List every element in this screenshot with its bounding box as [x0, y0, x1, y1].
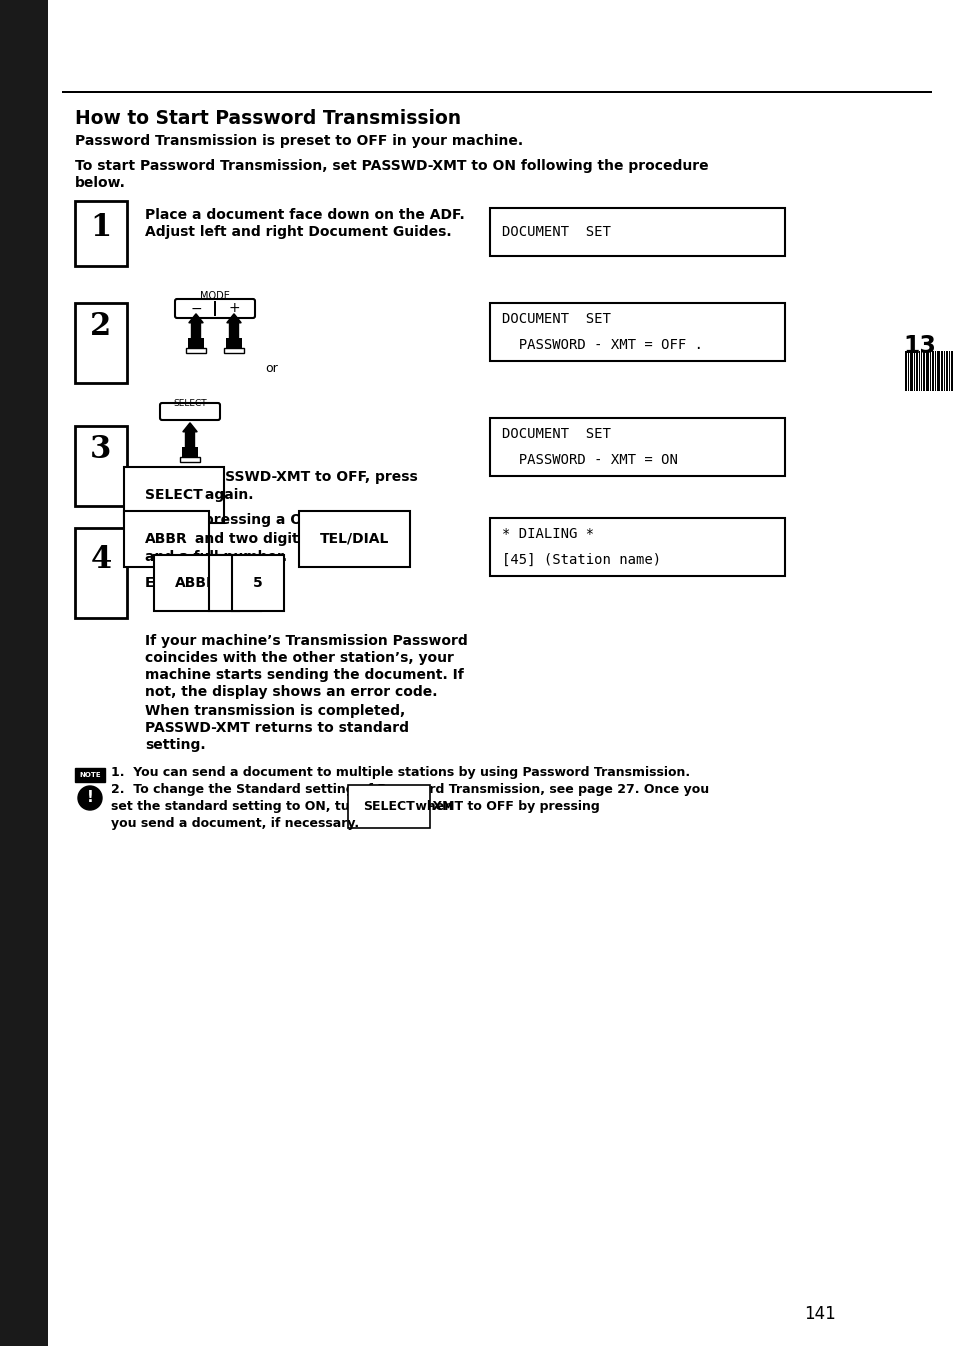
Polygon shape: [189, 314, 203, 339]
Polygon shape: [227, 314, 241, 339]
FancyBboxPatch shape: [174, 299, 254, 318]
Text: DOCUMENT  SET: DOCUMENT SET: [501, 312, 610, 326]
Text: NOTE: NOTE: [79, 773, 101, 778]
Bar: [75, 769, 105, 782]
Bar: [180, 458, 200, 463]
Text: you send a document, if necessary.: you send a document, if necessary.: [111, 817, 358, 830]
Text: SELECT: SELECT: [173, 400, 207, 408]
Text: setting.: setting.: [145, 738, 206, 752]
Bar: [909, 351, 912, 390]
Bar: [929, 351, 930, 390]
Text: and two digits, or: and two digits, or: [190, 532, 338, 546]
Text: 5: 5: [253, 576, 262, 590]
Bar: [75, 303, 127, 384]
Text: Dial by pressing a One-Touch key,: Dial by pressing a One-Touch key,: [145, 513, 406, 528]
Bar: [950, 351, 953, 390]
Bar: [226, 338, 242, 350]
Bar: [915, 351, 917, 390]
Text: TEL/DIAL: TEL/DIAL: [319, 532, 389, 546]
Text: SELECT: SELECT: [145, 489, 203, 502]
Bar: [213, 302, 215, 316]
Bar: [186, 349, 206, 354]
Bar: [0, 0, 48, 1346]
Text: machine starts sending the document. If: machine starts sending the document. If: [145, 668, 463, 682]
Text: or: or: [265, 362, 277, 376]
Text: 3: 3: [91, 435, 112, 466]
Bar: [940, 351, 942, 390]
Bar: [62, 90, 931, 93]
Text: [45] (Station name): [45] (Station name): [501, 553, 660, 567]
Bar: [936, 351, 939, 390]
Text: 4: 4: [230, 576, 239, 590]
Text: +: +: [228, 302, 239, 315]
Text: Place a document face down on the ADF.: Place a document face down on the ADF.: [145, 209, 464, 222]
Text: MODE: MODE: [200, 291, 230, 302]
Text: PASSWORD - XMT = OFF .: PASSWORD - XMT = OFF .: [501, 338, 702, 351]
Bar: [75, 201, 127, 267]
Bar: [75, 528, 127, 618]
Bar: [948, 351, 949, 390]
Bar: [918, 351, 919, 390]
Text: PASSWORD - XMT = ON: PASSWORD - XMT = ON: [501, 452, 678, 467]
Bar: [943, 351, 944, 390]
Text: and a full number.: and a full number.: [145, 551, 287, 564]
Bar: [75, 425, 127, 506]
Text: 141: 141: [803, 1306, 835, 1323]
Bar: [913, 351, 914, 390]
Text: set the standard setting to ON, turn PASSWD-XMT to OFF by pressing: set the standard setting to ON, turn PAS…: [111, 801, 603, 813]
Text: How to Start Password Transmission: How to Start Password Transmission: [75, 109, 460, 128]
Text: SELECT: SELECT: [363, 801, 415, 813]
Text: Ex:: Ex:: [145, 576, 173, 590]
Polygon shape: [183, 423, 197, 448]
Bar: [923, 351, 924, 390]
Bar: [490, 419, 784, 476]
FancyBboxPatch shape: [160, 402, 220, 420]
Text: DOCUMENT  SET: DOCUMENT SET: [501, 225, 610, 240]
Bar: [934, 351, 935, 390]
Text: 13: 13: [902, 334, 936, 358]
Text: 2.  To change the Standard setting of Password Transmission, see page 27. Once y: 2. To change the Standard setting of Pas…: [111, 783, 708, 797]
Text: 4: 4: [91, 544, 112, 575]
Text: when: when: [411, 801, 453, 813]
Text: ABBR: ABBR: [174, 576, 217, 590]
Text: ABBR: ABBR: [145, 532, 188, 546]
Bar: [490, 303, 784, 361]
Text: To start Password Transmission, set PASSWD-XMT to ON following the procedure: To start Password Transmission, set PASS…: [75, 159, 708, 174]
Text: !: !: [87, 790, 93, 805]
Bar: [182, 447, 198, 459]
Bar: [188, 338, 204, 350]
Bar: [907, 351, 908, 390]
Text: not, the display shows an error code.: not, the display shows an error code.: [145, 685, 437, 699]
Bar: [224, 349, 244, 354]
Text: PASSWD-XMT returns to standard: PASSWD-XMT returns to standard: [145, 721, 409, 735]
Text: below.: below.: [75, 176, 126, 190]
Circle shape: [78, 786, 102, 810]
Text: 2: 2: [91, 311, 112, 342]
Text: again.: again.: [200, 489, 253, 502]
Text: coincides with the other station’s, your: coincides with the other station’s, your: [145, 651, 454, 665]
Text: DOCUMENT  SET: DOCUMENT SET: [501, 427, 610, 441]
Text: Password Transmission is preset to OFF in your machine.: Password Transmission is preset to OFF i…: [75, 135, 522, 148]
Bar: [945, 351, 947, 390]
Text: 1.  You can send a document to multiple stations by using Password Transmission.: 1. You can send a document to multiple s…: [111, 766, 689, 779]
Bar: [904, 351, 906, 390]
Text: 1: 1: [91, 211, 112, 242]
Text: To turn PASSWD-XMT to OFF, press: To turn PASSWD-XMT to OFF, press: [145, 470, 417, 485]
Bar: [931, 351, 933, 390]
Bar: [925, 351, 928, 390]
Text: Adjust left and right Document Guides.: Adjust left and right Document Guides.: [145, 225, 451, 240]
Bar: [490, 518, 784, 576]
Text: When transmission is completed,: When transmission is completed,: [145, 704, 405, 717]
Bar: [490, 209, 784, 256]
Text: If your machine’s Transmission Password: If your machine’s Transmission Password: [145, 634, 467, 647]
Bar: [920, 351, 921, 390]
Text: −: −: [190, 302, 202, 315]
Text: * DIALING *: * DIALING *: [501, 528, 594, 541]
